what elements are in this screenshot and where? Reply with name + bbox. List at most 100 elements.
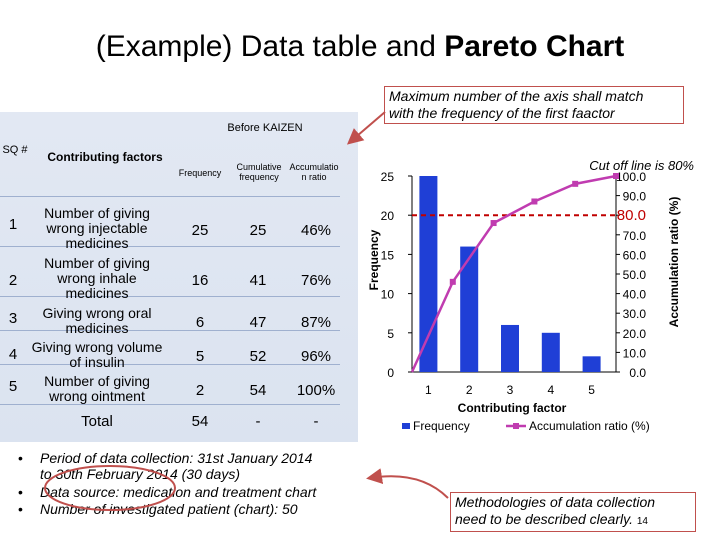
table-divider [0,330,340,331]
row-sq: 2 [8,272,18,289]
total-frequency: 54 [191,413,209,430]
header-frequency: Frequency [178,168,222,178]
y2-tick-label: 50.0 [623,268,647,282]
header-cumulative: Cumulative frequency [236,162,282,182]
y2-tick-label: 80.0 [617,207,646,224]
header-accumulation: Accumulatio n ratio [289,162,339,182]
y2-tick-label: 0.0 [629,366,646,380]
accumulation-point [449,278,456,285]
header-factors: Contributing factors [47,150,163,164]
x-tick-label: 4 [547,383,554,397]
accumulation-line [410,174,617,373]
page-number: 14 [636,516,648,527]
y2-tick-label: 20.0 [623,327,647,341]
row-ratio: 96% [300,348,332,365]
bar [419,176,438,372]
row-frequency: 2 [195,382,205,399]
bullet-text: Period of data collection: 31st January … [40,450,313,466]
row-ratio: 46% [300,222,332,239]
row-ratio: 76% [300,272,332,289]
row-sq: 3 [8,310,18,327]
row-factor: Giving wrong volume of insulin [31,339,163,370]
y2-tick-label: 60.0 [623,248,647,262]
y2-tick-label: 70.0 [623,229,647,243]
row-cumulative: 52 [249,348,267,365]
y2-tick-label: 40.0 [623,288,647,302]
y-tick-label: 5 [387,327,394,341]
row-factor: Number of giving wrong injectable medici… [44,205,150,251]
x-tick-label: 3 [507,383,514,397]
table-divider [0,364,340,365]
x-tick-label: 2 [466,383,473,397]
accumulation-point [613,173,619,179]
bullet-text: Number of investigated patient (chart): … [40,501,298,517]
y2-tick-label: 90.0 [623,190,647,204]
y-tick-label: 15 [381,248,395,262]
bullet-marker: • [18,501,23,517]
row-cumulative: 25 [249,222,267,239]
accumulation-point [490,220,497,227]
row-sq: 1 [8,216,18,233]
bar [541,332,560,372]
bar [460,246,479,372]
y2-tick-label: 100.0 [616,170,646,184]
row-factor: Giving wrong oral medicines [42,305,152,336]
bullet-marker: • [18,450,23,466]
header-sq: SQ # [2,144,28,156]
bullet-marker: • [18,484,23,500]
row-cumulative: 41 [249,272,267,289]
axis-note-callout: Maximum number of the axis shall match w… [384,86,684,124]
y-tick-label: 25 [381,170,395,184]
y-tick-label: 20 [381,209,395,223]
bar [582,356,601,372]
accumulation-point [572,180,579,187]
row-sq: 5 [8,378,18,395]
total-label: Total [81,413,113,430]
row-factor: Number of giving wrong ointment [44,373,150,404]
data-table: Before KAIZEN SQ # Contributing factors … [0,112,358,442]
bullet-text: to 30th February 2014 (30 days) [40,466,241,482]
y2-tick-label: 10.0 [623,346,647,360]
row-ratio: 87% [300,314,332,331]
y-axis-title: Frequency [367,229,381,290]
data-collection-notes: • Period of data collection: 31st Januar… [18,450,358,520]
table-divider [0,296,340,297]
row-sq: 4 [8,346,18,363]
legend-ratio-label: Accumulation ratio (%) [529,419,650,433]
y2-axis-title: Accumulation ratio (%) [667,197,681,328]
row-frequency: 6 [195,314,205,331]
total-cumulative: - [255,413,261,430]
table-divider [0,246,340,247]
row-factor: Number of giving wrong inhale medicines [44,255,150,301]
table-divider [0,196,340,197]
method-callout: Methodologies of data collection need to… [450,492,696,532]
y-tick-label: 0 [387,366,394,380]
axis-note-arrow [346,111,386,145]
axis-note-line1: Maximum number of the axis shall match [389,88,644,104]
row-cumulative: 54 [249,382,267,399]
page-title: (Example) Data table and Pareto Chart [95,30,625,63]
y-tick-label: 10 [381,288,395,302]
row-frequency: 5 [195,348,205,365]
row-frequency: 25 [191,222,209,239]
pareto-chart: Cut off line is 80% Frequency Accumulati… [367,158,694,433]
legend-ratio-marker [513,423,519,429]
cutoff-label: Cut off line is 80% [589,158,694,173]
bullet-text: Data source: medication and treatment ch… [40,484,317,500]
total-ratio: - [313,413,319,430]
table-caption: Before KAIZEN [227,122,303,134]
x-axis-title: Contributing factor [458,401,567,415]
axis-note-line2: with the frequency of the first faactor [389,105,615,121]
row-frequency: 16 [191,272,209,289]
y2-tick-label: 30.0 [623,307,647,321]
legend-frequency-label: Frequency [413,419,470,433]
bar [501,324,519,372]
method-arrow [366,468,449,499]
accumulation-point [531,198,538,205]
method-line1: Methodologies of data collection [455,494,656,510]
row-cumulative: 47 [249,314,267,331]
table-divider [0,404,340,405]
highlight-ellipse [44,465,176,511]
method-line2: need to be described clearly. [455,511,633,527]
